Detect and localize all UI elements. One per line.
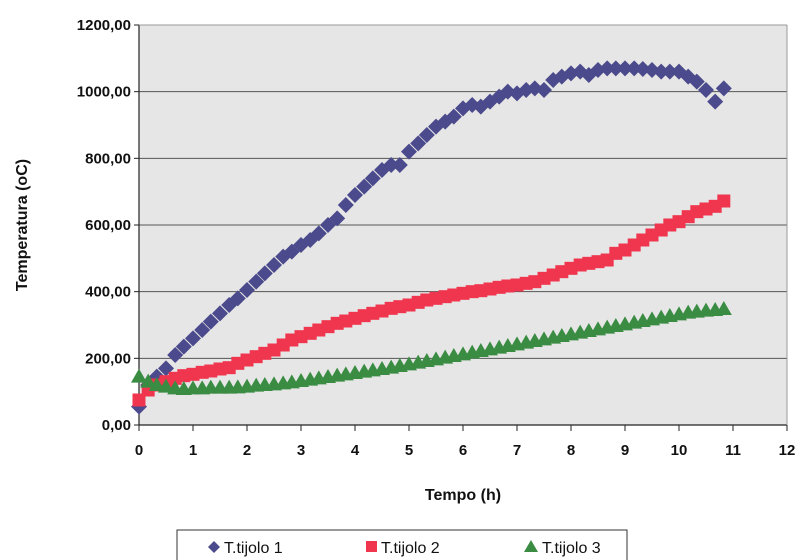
data-point: [158, 378, 174, 393]
data-point: [536, 82, 552, 98]
y-tick-label: 800,00: [85, 150, 131, 167]
x-tick-label: 7: [513, 442, 521, 459]
legend-marker-3: [524, 540, 538, 552]
data-point: [212, 305, 228, 322]
y-tick-label: 0,00: [102, 417, 131, 434]
data-point: [617, 60, 633, 77]
x-tick-label: 2: [243, 442, 251, 459]
data-point: [707, 93, 724, 110]
data-point: [607, 60, 624, 77]
data-point: [329, 210, 346, 227]
data-point: [347, 187, 363, 203]
y-tick-label: 200,00: [85, 350, 131, 367]
data-point: [599, 60, 616, 77]
series-2: [132, 194, 731, 407]
x-tick-label: 4: [351, 442, 360, 459]
y-tick-label: 600,00: [85, 217, 131, 234]
x-tick-label: 8: [567, 442, 575, 459]
data-point: [661, 63, 678, 80]
data-point: [717, 194, 731, 208]
legend-box: [176, 529, 628, 560]
data-point: [356, 178, 373, 195]
legend-marker-2: [366, 541, 377, 552]
data-point: [256, 265, 273, 282]
data-point: [167, 347, 184, 363]
data-point: [715, 301, 732, 315]
data-point: [401, 143, 417, 160]
data-point: [202, 313, 219, 330]
x-tick-label: 3: [297, 442, 305, 459]
data-point: [266, 257, 282, 273]
data-point: [337, 197, 354, 213]
legend: T.tijolo 1 T.tijolo 2 T.tijolo 3: [176, 529, 628, 560]
legend-marker-1: [208, 541, 220, 553]
data-point: [131, 368, 147, 383]
data-point: [418, 127, 435, 143]
x-tick-label: 10: [671, 442, 688, 459]
data-point: [364, 170, 381, 187]
data-point: [391, 157, 408, 173]
data-point: [248, 273, 265, 290]
y-tick-labels: 0,00 200,00 400,00 600,00 800,00 1000,00 1200,…: [77, 17, 131, 434]
data-point: [239, 282, 255, 298]
x-tick-label: 9: [621, 442, 629, 459]
data-point: [194, 322, 211, 338]
legend-label-3: T.tijolo 3: [542, 540, 601, 557]
legend-label-1: T.tijolo 1: [224, 540, 283, 557]
data-point: [410, 135, 427, 152]
x-tick-label: 11: [725, 442, 741, 459]
data-point: [445, 108, 462, 125]
y-tick-label: 1200,00: [77, 17, 131, 34]
legend-label-2: T.tijolo 2: [381, 540, 440, 557]
data-point: [175, 338, 192, 355]
x-tick-label: 5: [405, 442, 413, 459]
data-point: [688, 73, 705, 90]
data-point: [715, 80, 732, 97]
x-tick-label: 6: [459, 442, 467, 459]
data-point: [383, 157, 400, 173]
axes: [134, 24, 788, 431]
x-tick-label: 12: [779, 442, 796, 459]
data-point: [634, 61, 651, 77]
x-tick-label: 1: [189, 442, 197, 459]
x-tick-label: 0: [135, 442, 143, 459]
series-1: [131, 60, 732, 415]
x-tick-labels: 0 1 2 3 4 5 6 7 8 9 10 11 12: [135, 442, 796, 459]
series-3: [131, 301, 732, 395]
data-point: [140, 373, 157, 388]
y-tick-label: 400,00: [85, 284, 131, 301]
y-axis-title: Temperatura (oC): [14, 159, 31, 291]
y-tick-label: 1000,00: [77, 84, 131, 101]
data-point: [185, 330, 201, 347]
x-axis-title: Tempo (h): [425, 487, 501, 504]
data-point: [132, 393, 146, 407]
data-point: [229, 290, 246, 307]
data-point: [653, 63, 670, 80]
data-point: [148, 377, 165, 391]
data-point: [698, 82, 714, 98]
data-point: [310, 225, 327, 242]
series-layer: [131, 60, 732, 415]
